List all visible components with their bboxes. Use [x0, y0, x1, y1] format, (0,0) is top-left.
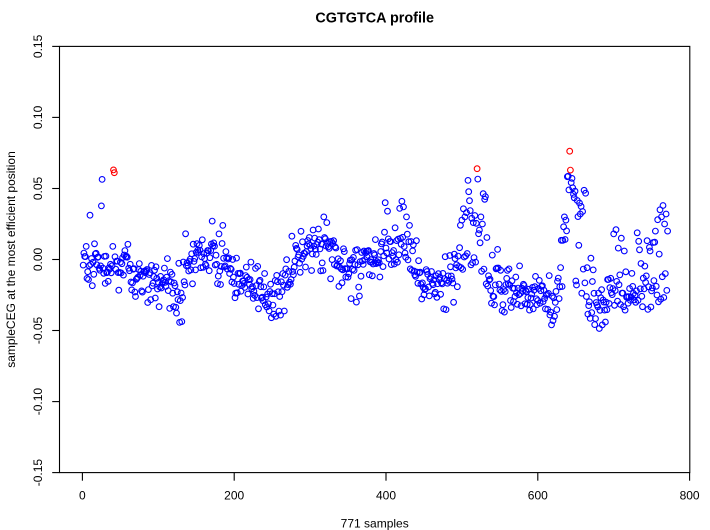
svg-text:-0.05: -0.05 [31, 317, 45, 345]
svg-text:771 samples: 771 samples [341, 517, 409, 530]
svg-text:CGTGTCA profile: CGTGTCA profile [315, 10, 434, 26]
svg-text:0: 0 [79, 489, 86, 503]
svg-text:400: 400 [376, 489, 396, 503]
svg-text:600: 600 [528, 489, 548, 503]
svg-text:sampleCEG at the most efficien: sampleCEG at the most efficient position [4, 151, 18, 368]
svg-text:-0.15: -0.15 [31, 459, 45, 487]
svg-text:800: 800 [680, 489, 700, 503]
svg-text:0.10: 0.10 [31, 105, 45, 129]
svg-text:-0.10: -0.10 [31, 388, 45, 416]
svg-text:0.15: 0.15 [31, 34, 45, 58]
svg-text:200: 200 [224, 489, 244, 503]
svg-text:0.00: 0.00 [31, 247, 45, 271]
svg-text:0.05: 0.05 [31, 176, 45, 200]
